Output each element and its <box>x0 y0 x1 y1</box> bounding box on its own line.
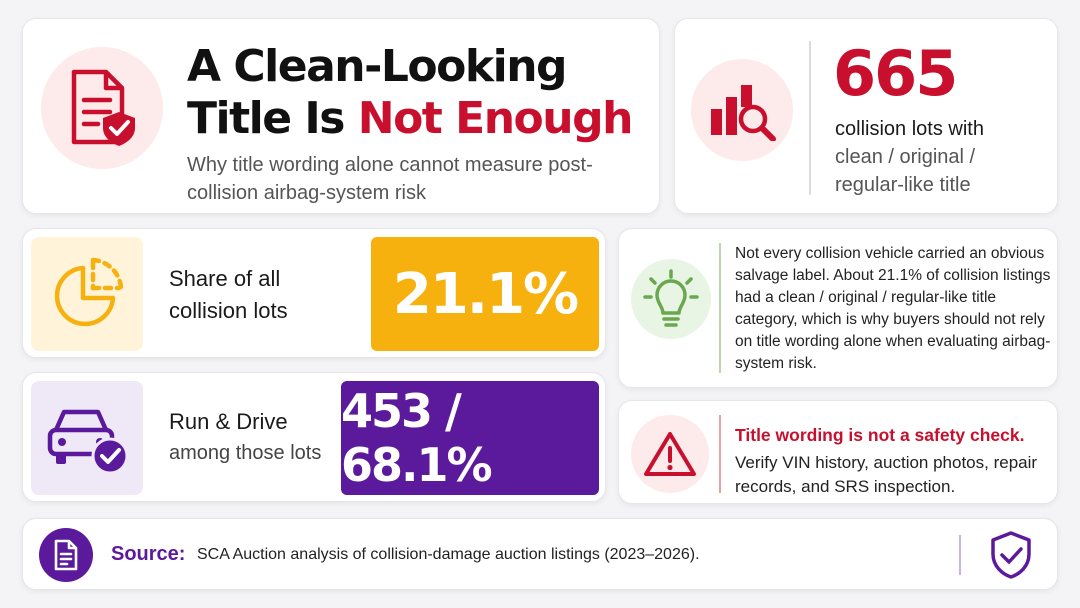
run-drive-icon-tile <box>31 381 143 495</box>
info-divider <box>719 243 721 373</box>
stat-divider <box>809 41 811 195</box>
share-value-box: 21.1% <box>371 237 599 351</box>
stat-card: 665 collision lots with clean / original… <box>674 18 1058 214</box>
shield-badge <box>985 529 1037 581</box>
title-line-1: A Clean-Looking <box>187 41 568 92</box>
share-card: Share of all collision lots 21.1% <box>22 228 606 358</box>
title-prefix: Title Is <box>187 93 358 144</box>
info-text: Not every collision vehicle carried an o… <box>735 245 1051 372</box>
source-text: SCA Auction analysis of collision-damage… <box>197 546 700 563</box>
warning-divider <box>719 415 721 493</box>
source-divider <box>959 535 961 575</box>
source-label: Source: <box>111 543 186 565</box>
share-label: Share of all collision lots <box>169 266 288 323</box>
pie-chart-icon <box>54 257 124 327</box>
document-shield-icon <box>71 69 135 146</box>
car-check-icon <box>47 409 129 475</box>
warning-triangle-icon <box>644 432 696 476</box>
source-card: Source: SCA Auction analysis of collisio… <box>22 518 1058 590</box>
run-drive-value-box: 453 / 68.1% <box>341 381 599 495</box>
share-value: 21.1% <box>392 261 579 327</box>
stat-value: 665 <box>833 37 958 110</box>
warning-card: Title wording is not a safety check. Ver… <box>618 400 1058 504</box>
document-icon <box>54 539 78 571</box>
stat-caption: collision lots with <box>835 118 984 140</box>
stat-icon-circle <box>691 59 793 161</box>
warning-title: Title wording is not a safety check. <box>735 425 1025 445</box>
bar-chart-magnifier-icon <box>711 85 776 141</box>
run-drive-card: Run & Drive among those lots 453 / 68.1% <box>22 372 606 502</box>
run-drive-subtitle: among those lots <box>169 442 322 464</box>
title-icon-circle <box>41 47 163 169</box>
shield-check-icon <box>991 531 1031 579</box>
run-drive-title: Run & Drive <box>169 409 288 434</box>
lightbulb-icon <box>643 269 699 327</box>
info-card: Not every collision vehicle carried an o… <box>618 228 1058 388</box>
info-icon-circle <box>631 259 711 339</box>
title-card: A Clean-Looking Title Is Not Enough Why … <box>22 18 660 214</box>
run-drive-value: 453 / 68.1% <box>341 384 493 492</box>
warning-icon-circle <box>631 415 709 493</box>
page-subtitle: Why title wording alone cannot measure p… <box>187 154 593 204</box>
title-line-2: Title Is Not Enough <box>187 93 657 145</box>
stat-caption-detail: clean / original / regular-like title <box>835 146 976 196</box>
title-highlight: Not Enough <box>357 93 634 144</box>
share-icon-tile <box>31 237 143 351</box>
warning-text: Verify VIN history, auction photos, repa… <box>735 453 1038 496</box>
page-title: A Clean-Looking Title Is Not Enough <box>187 41 657 145</box>
source-icon-circle <box>39 528 93 582</box>
